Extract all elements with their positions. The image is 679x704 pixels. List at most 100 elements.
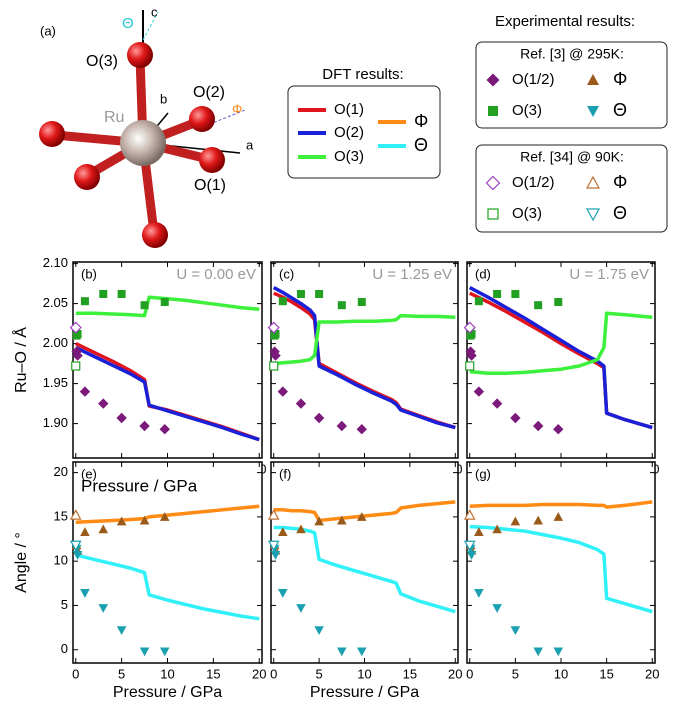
marker-square — [534, 301, 542, 309]
x-tick-label: 15 — [206, 666, 220, 681]
legend-label: O(2) — [334, 124, 364, 141]
x-axis-label: Pressure / GPa — [310, 684, 419, 701]
x-tick-label: 5 — [512, 666, 519, 681]
x-tick-label: 10 — [554, 666, 568, 681]
y-tick-label: 1.95 — [43, 375, 68, 390]
x-tick-label: 5 — [315, 666, 322, 681]
x-axis-label: Pressure / GPa — [113, 684, 222, 701]
marker-square — [279, 297, 287, 305]
marker-square — [466, 362, 474, 370]
oxygen — [74, 164, 100, 190]
panel: 0 5 10 15 20 (g) — [466, 462, 659, 681]
legend-label: O(1/2) — [512, 174, 555, 191]
panel-subtitle: U = 1.75 eV — [569, 266, 649, 283]
oxygen — [189, 106, 215, 132]
x-tick-label: 10 — [357, 666, 371, 681]
oxygen — [127, 42, 153, 68]
panel-label: (g) — [475, 466, 491, 481]
panel-label: (b) — [81, 266, 97, 281]
y-tick-label: 0 — [61, 641, 68, 656]
atom-label: O(3) — [86, 53, 118, 70]
axis-label: b — [160, 91, 167, 106]
y-tick-label: 2.00 — [43, 335, 68, 350]
legend-group-title: Ref. [3] @ 295K: — [520, 46, 624, 62]
oxygen — [142, 222, 168, 248]
ruthenium — [120, 120, 166, 166]
angle-label: Θ — [122, 15, 134, 32]
y-tick-label: 20 — [54, 464, 68, 479]
marker-square — [72, 362, 80, 370]
x-tick-label: 10 — [160, 666, 174, 681]
marker-triangle-down — [587, 209, 599, 220]
panel-label: (c) — [279, 266, 294, 281]
y-axis-label: Ru–O / Å — [11, 327, 30, 393]
angle-label: Φ — [232, 101, 242, 116]
marker-square — [358, 298, 366, 306]
panel-subtitle: U = 1.25 eV — [372, 266, 452, 283]
panel-label: (f) — [279, 466, 291, 481]
x-tick-label: 0 — [466, 666, 473, 681]
legend-label: O(1/2) — [512, 71, 555, 88]
panel-label: (a) — [40, 23, 56, 38]
marker-square — [118, 290, 126, 298]
y-axis-label: Angle / ° — [13, 532, 30, 593]
legend-label: Φ — [414, 111, 428, 131]
figure: (a) c Θ O(3) b O(2) Φ Ru a O(1) DFT resu… — [0, 0, 679, 704]
panel: 0 5 10 15 20 (f) Pressure / GPa — [270, 462, 462, 701]
x-tick-label: 20 — [645, 666, 659, 681]
marker-square — [141, 301, 149, 309]
marker-square — [315, 290, 323, 298]
y-tick-label: 2.05 — [43, 295, 68, 310]
x-tick-label: 0 — [72, 666, 79, 681]
marker-square — [511, 290, 519, 298]
marker-square — [554, 298, 562, 306]
legend-label: Φ — [613, 172, 627, 192]
legend-title: DFT results: — [322, 66, 403, 83]
marker-square — [475, 297, 483, 305]
x-tick-label: 15 — [403, 666, 417, 681]
legend-label: O(3) — [512, 205, 542, 222]
x-tick-label: 20 — [448, 666, 462, 681]
atom-label: O(2) — [193, 84, 225, 101]
marker-square — [161, 298, 169, 306]
x-tick-label: 0 — [270, 666, 277, 681]
legend-label: O(3) — [512, 102, 542, 119]
oxygen — [199, 147, 225, 173]
marker-square — [488, 106, 498, 116]
marker-square — [270, 362, 278, 370]
legend-title: Experimental results: — [495, 13, 635, 30]
marker-triangle-up — [587, 177, 599, 188]
plot-area — [271, 462, 458, 663]
atom-label: Ru — [104, 109, 124, 126]
x-tick-label: 20 — [252, 666, 266, 681]
y-tick-label: 5 — [61, 597, 68, 612]
marker-square — [338, 301, 346, 309]
marker-triangle-up — [587, 74, 599, 85]
legend-label: Θ — [613, 100, 627, 120]
axis-label: c — [151, 4, 158, 19]
oxygen — [39, 121, 65, 147]
y-tick-label: 10 — [54, 553, 68, 568]
marker-triangle-down — [587, 106, 599, 117]
legend-label: Θ — [414, 135, 428, 155]
structure: (a) c Θ O(3) b O(2) Φ Ru a O(1) — [39, 4, 254, 248]
panel-subtitle: U = 0.00 eV — [176, 266, 256, 283]
marker-square — [297, 290, 305, 298]
panel-note: Pressure / GPa — [81, 476, 198, 495]
x-tick-label: 15 — [599, 666, 613, 681]
legend-label: Θ — [613, 203, 627, 223]
panel-label: (d) — [475, 266, 491, 281]
axis-label: a — [246, 137, 254, 152]
marker-square — [493, 290, 501, 298]
marker-square — [99, 290, 107, 298]
marker-diamond — [487, 74, 500, 87]
legend-label: O(3) — [334, 148, 364, 165]
legend-label: Φ — [613, 69, 627, 89]
page: (a) c Θ O(3) b O(2) Φ Ru a O(1) DFT resu… — [0, 0, 679, 704]
atom-label: O(1) — [194, 177, 226, 194]
legend-label: O(1) — [334, 101, 364, 118]
marker-square — [488, 209, 498, 219]
marker-diamond — [487, 177, 500, 190]
y-tick-label: 2.10 — [43, 255, 68, 270]
